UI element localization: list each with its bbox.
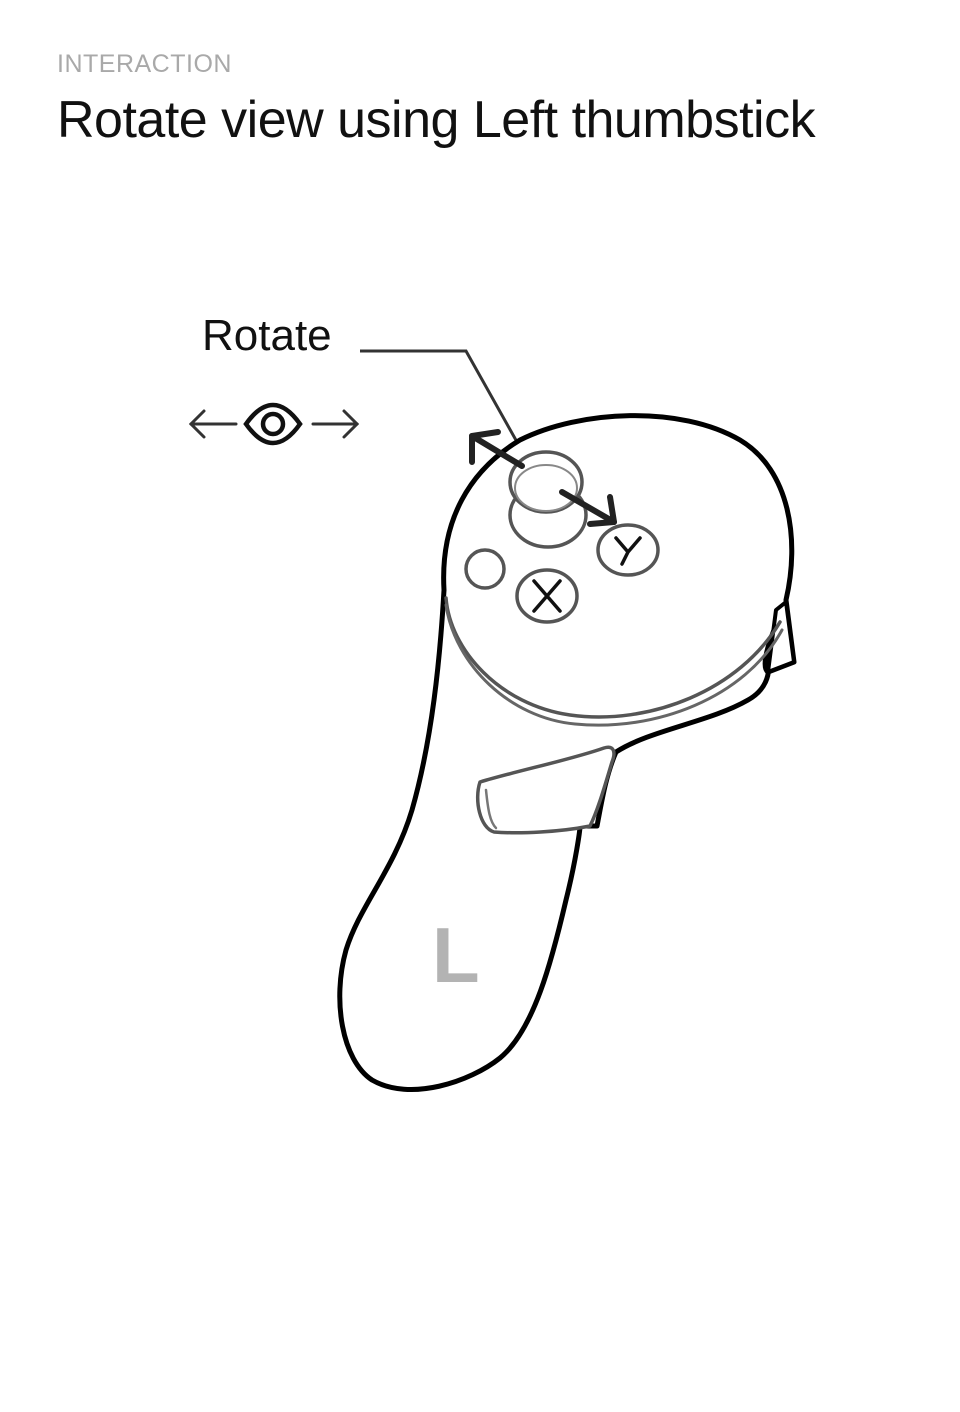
hand-label: L	[432, 911, 480, 999]
page-title: Rotate view using Left thumbstick	[57, 91, 816, 149]
left-controller: L	[337, 413, 797, 1092]
controller-grip	[337, 587, 771, 1092]
face-plate-inner-edge	[444, 603, 784, 727]
grip-trigger	[475, 745, 616, 835]
rotate-label: Rotate	[202, 311, 332, 360]
rotate-icon-row	[188, 402, 360, 446]
eye-icon	[243, 402, 303, 446]
controller-side-tab	[766, 600, 796, 674]
face-plate-edge	[444, 596, 782, 719]
thumbstick-cap	[508, 450, 584, 514]
callout-leader-line	[360, 349, 528, 459]
x-button	[515, 568, 579, 624]
arrow-left-icon	[188, 409, 238, 439]
y-button	[596, 523, 660, 577]
menu-button	[464, 548, 506, 590]
section-eyebrow: INTERACTION	[57, 50, 232, 78]
rotate-direction-arrow-icon	[469, 429, 617, 527]
arrow-right-icon	[311, 409, 360, 439]
